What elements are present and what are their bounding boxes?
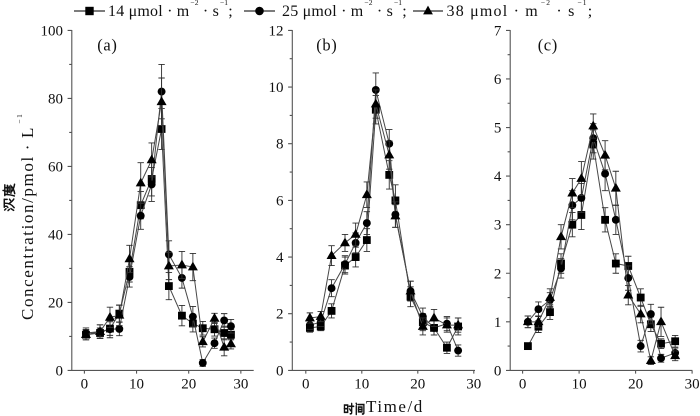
svg-text:100: 100 <box>41 23 64 39</box>
svg-text:20: 20 <box>48 295 63 311</box>
svg-text:3: 3 <box>494 218 502 234</box>
svg-text:2: 2 <box>276 307 284 323</box>
svg-text:2: 2 <box>494 266 502 282</box>
svg-text:20: 20 <box>628 377 643 393</box>
svg-text:10: 10 <box>129 377 144 393</box>
svg-text:60: 60 <box>48 159 63 175</box>
svg-text:30: 30 <box>466 377 481 393</box>
svg-text:10: 10 <box>354 377 369 393</box>
svg-text:1: 1 <box>494 315 502 331</box>
svg-text:0: 0 <box>56 363 64 379</box>
svg-text:40: 40 <box>48 227 63 243</box>
svg-text:25 μmol · m −2 · s −1;: 25 μmol · m −2 · s −1; <box>282 0 407 20</box>
svg-text:(b): (b) <box>316 36 337 55</box>
svg-text:14 μmol · m −2 · s −1;: 14 μmol · m −2 · s −1; <box>108 0 233 20</box>
svg-text:10: 10 <box>572 377 587 393</box>
svg-text:20: 20 <box>181 377 196 393</box>
svg-text:0: 0 <box>494 363 502 379</box>
svg-text:20: 20 <box>410 377 425 393</box>
svg-text:(a): (a) <box>97 36 117 55</box>
svg-text:8: 8 <box>276 137 284 153</box>
svg-text:0: 0 <box>276 363 284 379</box>
svg-text:12: 12 <box>269 23 284 39</box>
svg-text:4: 4 <box>276 250 284 266</box>
svg-text:0: 0 <box>519 377 527 393</box>
svg-text:(c): (c) <box>538 36 558 55</box>
svg-text:10: 10 <box>269 80 284 96</box>
svg-text:0: 0 <box>81 377 89 393</box>
svg-text:Time/d: Time/d <box>366 397 424 416</box>
svg-text:6: 6 <box>276 193 284 209</box>
svg-text:38 μmol · m −2 · s −1;: 38 μmol · m −2 · s −1; <box>447 0 594 20</box>
svg-text:80: 80 <box>48 91 63 107</box>
svg-text:30: 30 <box>685 377 700 393</box>
svg-text:4: 4 <box>494 169 502 185</box>
svg-text:5: 5 <box>494 121 502 137</box>
svg-text:0: 0 <box>302 377 310 393</box>
svg-text:30: 30 <box>233 377 248 393</box>
svg-text:Concentration/pmol · L −1: Concentration/pmol · L −1 <box>15 113 37 320</box>
svg-text:7: 7 <box>494 23 502 39</box>
svg-text:6: 6 <box>494 72 502 88</box>
